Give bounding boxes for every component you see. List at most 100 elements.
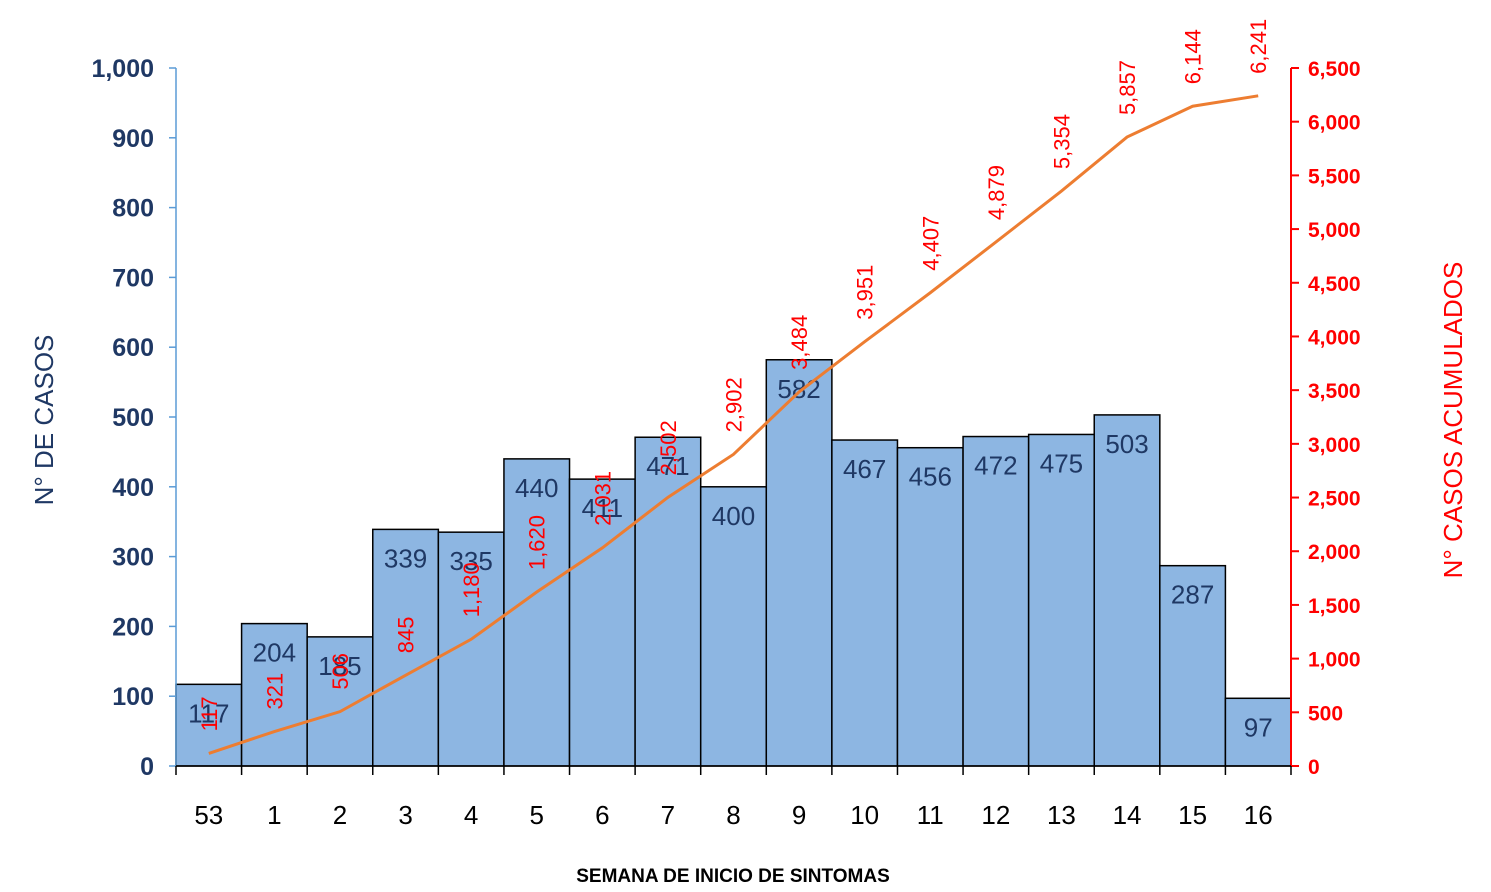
bar-value-label: 582: [777, 374, 820, 404]
x-tick-label: 9: [792, 800, 806, 830]
bar-13: [1027, 433, 1095, 767]
bar-value-label: 287: [1171, 580, 1214, 610]
x-tick-label: 3: [398, 800, 412, 830]
cumulative-value-label: 117: [197, 696, 222, 731]
bar-value-label: 339: [384, 543, 427, 573]
bar-7: [634, 436, 702, 767]
x-tick-label: 8: [726, 800, 740, 830]
bar-value-label: 467: [843, 454, 886, 484]
left-tick-label: 800: [112, 195, 154, 223]
x-tick-label: 53: [194, 800, 223, 830]
left-tick-label: 500: [112, 404, 154, 432]
cumulative-value-label: 321: [262, 673, 287, 710]
cumulative-value-label: 4,407: [918, 216, 943, 271]
right-tick-label: 3,000: [1308, 434, 1361, 457]
bar-15: [1159, 564, 1227, 767]
x-tick-label: 6: [595, 800, 609, 830]
left-tick-label: 400: [112, 474, 154, 502]
bar-16: [1224, 697, 1292, 767]
x-tick-label: 16: [1244, 800, 1273, 830]
left-axis-title: N° DE CASOS: [29, 335, 59, 506]
bar-11: [896, 446, 964, 767]
cumulative-value-label: 4,879: [984, 165, 1009, 220]
x-tick-label: 15: [1178, 800, 1207, 830]
bar-value-label: 503: [1105, 429, 1148, 459]
x-tick-label: 13: [1047, 800, 1076, 830]
cumulative-value-label: 2,031: [590, 471, 615, 526]
bar-value-label: 475: [1040, 448, 1083, 478]
x-tick-label: 2: [333, 800, 347, 830]
cumulative-value-label: 1,620: [525, 515, 550, 570]
right-tick-label: 1,500: [1308, 595, 1361, 618]
bar-value-label: 400: [712, 501, 755, 531]
bar-value-label: 335: [449, 546, 492, 576]
right-tick-label: 5,500: [1308, 165, 1361, 188]
right-tick-label: 5,000: [1308, 219, 1361, 242]
bar-5: [503, 458, 571, 767]
cumulative-value-label: 3,484: [787, 315, 812, 370]
bar-10: [831, 439, 899, 767]
x-axis-title: SEMANA DE INICIO DE SINTOMAS: [576, 866, 890, 887]
x-tick-label: 1: [267, 800, 281, 830]
cumulative-value-label: 506: [328, 653, 353, 690]
bar-9: [765, 359, 833, 767]
left-tick-label: 0: [140, 753, 154, 781]
bar-1: [240, 622, 308, 767]
bar-value-label: 440: [515, 473, 558, 503]
cumulative-value-label: 5,354: [1049, 114, 1074, 169]
bar-value-label: 456: [909, 462, 952, 492]
right-tick-label: 4,000: [1308, 326, 1361, 349]
right-axis-title: N° CASOS ACUMULADOS: [1438, 262, 1468, 579]
right-tick-label: 3,500: [1308, 380, 1361, 403]
cumulative-value-labels: 117 321 506 845 1,180 1,620 2,031 2,502 2,902 3,4…: [197, 19, 1271, 732]
right-tick-label: 2,500: [1308, 488, 1361, 511]
left-y-axis: 0 100 200 300 400 500 600 700 800 900 1,000: [91, 55, 177, 781]
bar-value-label: 204: [253, 638, 296, 668]
right-tick-label: 1,000: [1308, 649, 1361, 672]
bar-3: [372, 528, 440, 767]
right-tick-label: 4,500: [1308, 273, 1361, 296]
x-tick-label: 14: [1113, 800, 1142, 830]
cumulative-value-label: 1,180: [459, 562, 484, 617]
x-tick-label: 10: [850, 800, 879, 830]
cumulative-value-label: 6,241: [1246, 19, 1271, 74]
left-tick-label: 700: [112, 264, 154, 292]
right-y-axis: 0 500 1,000 1,500 2,000 2,500 3,000 3,500 4,000 4…: [1290, 58, 1361, 779]
x-tick-label: 4: [464, 800, 478, 830]
left-tick-label: 900: [112, 125, 154, 153]
x-axis: 53 1 2 3 4 5 6 7 8 9 10 11 12 13 14 15 16: [175, 765, 1292, 830]
left-tick-label: 300: [112, 544, 154, 572]
left-tick-label: 1,000: [91, 55, 154, 83]
cumulative-value-label: 6,144: [1181, 29, 1206, 84]
cumulative-value-label: 3,951: [853, 265, 878, 320]
right-tick-label: 6,000: [1308, 112, 1361, 135]
x-tick-label: 11: [917, 800, 944, 830]
cumulative-value-label: 5,857: [1115, 60, 1140, 115]
bar-12: [962, 435, 1030, 767]
bar-value-label: 472: [974, 451, 1017, 481]
right-tick-label: 0: [1308, 756, 1320, 779]
x-tick-label: 12: [981, 800, 1010, 830]
bar-value-label: 411: [582, 493, 623, 523]
cumulative-line: [208, 94, 1259, 755]
left-tick-label: 100: [112, 683, 154, 711]
cumulative-value-label: 2,902: [722, 377, 747, 432]
bar-value-label: 97: [1244, 712, 1273, 742]
x-tick-label: 7: [661, 800, 675, 830]
bar-value-label: 185: [318, 651, 361, 681]
bar-value-label: 117: [188, 698, 229, 728]
bar-14: [1093, 414, 1161, 767]
bar-series: [175, 359, 1292, 767]
cumulative-value-label: 2,502: [656, 420, 681, 475]
cumulative-value-label: 845: [394, 617, 419, 654]
bar-2: [306, 636, 374, 767]
right-tick-label: 6,500: [1308, 58, 1361, 81]
left-tick-label: 600: [112, 334, 154, 362]
cumulative-line-series: [208, 94, 1259, 755]
right-tick-label: 2,000: [1308, 541, 1361, 564]
right-tick-label: 500: [1308, 702, 1343, 725]
bar-value-label: 471: [646, 451, 689, 481]
left-tick-label: 200: [112, 613, 154, 641]
x-tick-label: 5: [530, 800, 544, 830]
